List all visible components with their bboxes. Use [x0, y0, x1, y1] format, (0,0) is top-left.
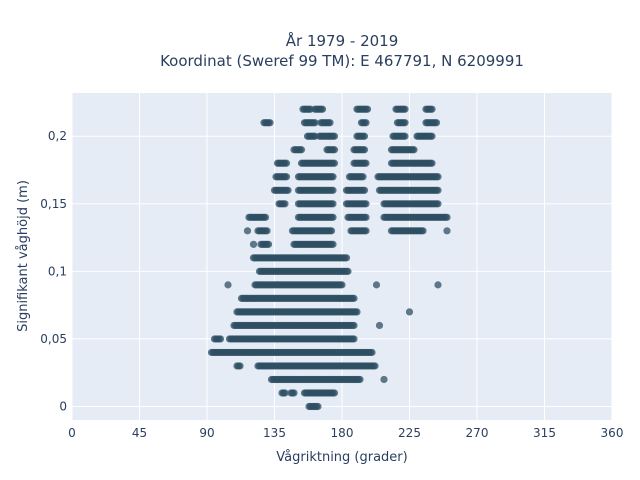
y-tick-label: 0,2 [48, 129, 67, 143]
chart-title-line-2: Koordinat (Sweref 99 TM): E 467791, N 62… [160, 52, 524, 70]
scatter-point [356, 375, 364, 384]
scatter-point [362, 227, 370, 235]
scatter-point [236, 362, 244, 370]
scatter-point [432, 119, 441, 127]
x-axis-title: Vågriktning (grader) [276, 450, 407, 465]
scatter-point [380, 375, 388, 384]
x-tick-label: 90 [199, 426, 214, 440]
x-tick-label: 270 [466, 426, 489, 440]
scatter-point [360, 132, 369, 140]
scatter-point [410, 146, 418, 154]
scatter-point [282, 173, 291, 181]
scatter-point [428, 105, 436, 113]
scatter-point [372, 281, 381, 289]
scatter-point [329, 200, 337, 208]
x-axis-ticks: 0 45 90 135 180 225 270 315 360 [68, 426, 623, 440]
scatter-point [401, 132, 409, 140]
scatter-point [243, 227, 252, 235]
scatter-point [249, 240, 258, 248]
scatter-point [329, 240, 337, 248]
x-tick-label: 45 [132, 426, 147, 440]
x-tick-label: 225 [398, 426, 421, 440]
y-axis-title: Signifikant våghöjd (m) [16, 180, 31, 332]
scatter-point [318, 105, 327, 113]
scatter-point [329, 186, 337, 194]
scatter-point [360, 146, 369, 154]
scatter-point [362, 213, 370, 221]
scatter-point [428, 132, 436, 140]
y-tick-label: 0 [59, 399, 67, 413]
scatter-point [326, 119, 334, 127]
scatter-point [338, 281, 346, 289]
scatter-point [419, 227, 427, 235]
y-axis-ticks: 0 0,05 0,1 0,15 0,2 [40, 129, 67, 413]
scatter-point [330, 389, 339, 397]
scatter-point [264, 240, 273, 248]
scatter-point [330, 159, 339, 167]
scatter-point [281, 389, 289, 397]
scatter-point [359, 173, 367, 181]
scatter-point [434, 186, 442, 194]
chart-title-line-1: År 1979 - 2019 [286, 31, 399, 50]
scatter-point [350, 321, 358, 330]
x-tick-label: 360 [601, 426, 624, 440]
scatter-point [224, 281, 232, 289]
scatter-point [327, 227, 336, 235]
scatter-point [314, 402, 322, 411]
scatter-point [371, 362, 379, 370]
scatter-point [329, 213, 337, 221]
scatter-point [363, 105, 372, 113]
y-tick-label: 0,15 [40, 197, 67, 211]
scatter-point [443, 213, 451, 221]
scatter-point [281, 200, 289, 208]
scatter-point [360, 186, 369, 194]
y-tick-label: 0,1 [48, 264, 67, 278]
scatter-point [330, 146, 339, 154]
x-tick-label: 315 [533, 426, 556, 440]
scatter-point [261, 213, 270, 221]
scatter-point [330, 132, 339, 140]
scatter-point [434, 281, 442, 289]
scatter-point [282, 159, 291, 167]
scatter-point [362, 159, 370, 167]
scatter-point [216, 335, 225, 343]
scatter-point [290, 389, 298, 397]
scatter-point [405, 308, 414, 316]
scatter-point [443, 227, 451, 235]
scatter-point [329, 173, 337, 181]
scatter-point [362, 119, 370, 127]
scatter-point [311, 119, 319, 127]
scatter-point [362, 200, 370, 208]
scatter-point [401, 105, 409, 113]
x-tick-label: 0 [68, 426, 76, 440]
scatter-point [401, 119, 409, 127]
x-tick-label: 135 [263, 426, 286, 440]
scatter-points [207, 105, 451, 411]
y-tick-label: 0,05 [40, 332, 67, 346]
scatter-point [434, 173, 442, 181]
scatter-point [353, 308, 361, 316]
scatter-point [342, 254, 351, 262]
scatter-point [350, 294, 358, 302]
scatter-point [297, 146, 306, 154]
scatter-point [375, 321, 384, 330]
scatter-point [284, 186, 292, 194]
x-tick-label: 180 [331, 426, 354, 440]
scatter-point [428, 159, 436, 167]
scatter-point [368, 348, 376, 357]
scatter-point [263, 227, 271, 235]
scatter-point [434, 200, 442, 208]
scatter-point [344, 267, 352, 275]
scatter-point [350, 335, 358, 343]
scatter-point [266, 119, 274, 127]
